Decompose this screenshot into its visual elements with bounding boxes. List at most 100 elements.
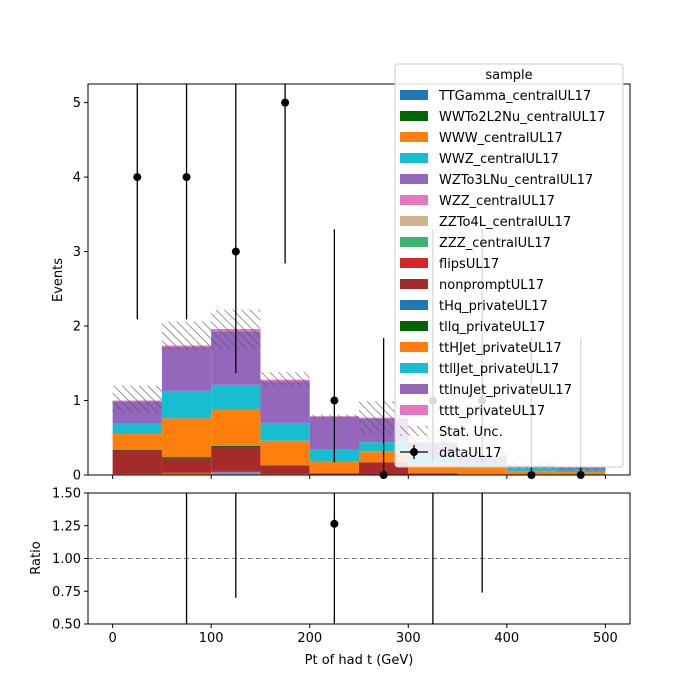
y-tick-label: 2 <box>73 320 81 335</box>
bar-segment <box>211 384 261 410</box>
data-point <box>231 247 240 256</box>
legend-item: WZTo3LNu_centralUL17 <box>400 173 593 188</box>
y-tick-label: 1 <box>73 394 81 409</box>
x-tick-label: 400 <box>494 631 519 646</box>
legend-swatch <box>400 237 428 247</box>
legend-item: WZZ_centralUL17 <box>400 194 555 209</box>
bar-segment <box>309 461 359 474</box>
bar-segment <box>112 434 162 450</box>
bar-segment <box>260 473 310 475</box>
stat-unc-band <box>112 385 162 414</box>
ratio-y-axis-label: Ratio <box>29 541 44 574</box>
y-tick-label: 4 <box>73 171 81 186</box>
legend-swatch <box>400 258 428 268</box>
legend-marker <box>410 448 418 456</box>
legend-label: ZZZ_centralUL17 <box>439 236 551 251</box>
y-tick-label: 3 <box>73 245 81 260</box>
legend-swatch <box>400 132 428 142</box>
bar-segment <box>260 381 310 423</box>
bar-segment <box>260 465 310 467</box>
x-tick-label: 200 <box>297 631 322 646</box>
legend-label: WZZ_centralUL17 <box>439 194 555 209</box>
ratio-plot-panel: 0.50 0.75 1.00 1.25 1.50 0 100 200 300 400 500 Ra… <box>29 487 631 668</box>
legend-label: ttlnuJet_privateUL17 <box>439 383 572 398</box>
data-point <box>133 173 142 182</box>
legend-label: dataUL17 <box>439 446 502 461</box>
legend-item: ttllJet_privateUL17 <box>400 362 559 377</box>
legend-item: ttlnuJet_privateUL17 <box>400 383 572 398</box>
legend-label: ZZTo4L_centralUL17 <box>439 215 571 230</box>
data-point <box>281 98 290 107</box>
ratio-y-tick-label: 1.50 <box>52 487 81 502</box>
main-x-ticks <box>112 475 606 479</box>
stat-unc-band <box>161 321 212 350</box>
data-point <box>182 173 191 182</box>
legend-swatch <box>400 279 428 289</box>
legend-swatch <box>400 321 428 331</box>
legend-item: ZZZ_centralUL17 <box>400 236 551 251</box>
legend-item: TTGamma_centralUL17 <box>400 89 591 104</box>
main-y-axis-label: Events <box>51 258 66 302</box>
ratio-y-tick-label: 0.50 <box>52 618 81 633</box>
legend-swatch <box>400 300 428 310</box>
legend-item: flipsUL17 <box>400 257 499 272</box>
bar-segment <box>112 473 162 475</box>
bar-segment <box>408 463 458 474</box>
legend-label: WWW_centralUL17 <box>439 131 563 146</box>
data-point <box>330 396 339 405</box>
stat-unc-band <box>260 372 310 387</box>
legend-label: ttHJet_privateUL17 <box>439 341 562 356</box>
bar-segment <box>161 472 212 474</box>
legend-swatch <box>400 384 428 394</box>
bar-segment <box>211 409 261 446</box>
legend-swatch <box>400 363 428 373</box>
legend-item: tllq_privateUL17 <box>400 320 545 335</box>
bar-segment <box>211 472 261 475</box>
bar-segment <box>260 422 310 441</box>
stacked-bars <box>112 329 606 475</box>
x-tick-label: 300 <box>396 631 421 646</box>
bar-segment <box>309 473 359 475</box>
x-tick-label: 0 <box>108 631 116 646</box>
bar-segment <box>260 466 310 474</box>
bar-segment <box>211 447 261 471</box>
main-y-ticks: 0 1 2 3 4 5 <box>73 96 88 484</box>
x-axis-label: Pt of had t (GeV) <box>305 653 414 668</box>
ratio-y-ticks: 0.50 0.75 1.00 1.25 1.50 <box>52 487 88 633</box>
legend-swatch <box>400 153 428 163</box>
legend-label: WZTo3LNu_centralUL17 <box>439 173 593 188</box>
ratio-marks <box>88 493 630 624</box>
legend-swatch <box>400 342 428 352</box>
legend-swatch <box>400 90 428 100</box>
legend-label: Stat. Unc. <box>439 425 503 440</box>
bar-segment <box>161 457 212 459</box>
legend-label: flipsUL17 <box>439 257 499 272</box>
legend-items: TTGamma_centralUL17 WWTo2L2Nu_centralUL17… <box>400 89 605 461</box>
bar-segment <box>260 440 310 466</box>
ratio-y-tick-label: 1.00 <box>52 552 81 567</box>
legend-swatch <box>400 111 428 121</box>
legend-item: tttt_privateUL17 <box>400 404 545 419</box>
ratio-point <box>330 519 339 528</box>
legend-item: ttHJet_privateUL17 <box>400 341 562 356</box>
legend-swatch-hatch <box>400 426 428 436</box>
legend-label: nonpromptUL17 <box>439 278 544 293</box>
bar-segment <box>161 458 212 473</box>
legend-label: tllq_privateUL17 <box>439 320 545 335</box>
bar-segment <box>112 423 162 435</box>
ratio-y-tick-label: 0.75 <box>52 585 81 600</box>
y-tick-label: 0 <box>73 469 81 484</box>
legend-item: nonpromptUL17 <box>400 278 544 293</box>
x-tick-label: 500 <box>593 631 618 646</box>
bar-segment <box>161 390 212 419</box>
legend-label: tHq_privateUL17 <box>439 299 548 314</box>
legend-item: tHq_privateUL17 <box>400 299 548 314</box>
legend-item: dataUL17 <box>400 445 502 461</box>
bar-segment <box>211 470 261 473</box>
legend-swatch <box>400 405 428 415</box>
legend-item: WWW_centralUL17 <box>400 131 563 146</box>
x-tick-label: 100 <box>199 631 224 646</box>
legend-swatch <box>400 216 428 226</box>
legend-label: ttllJet_privateUL17 <box>439 362 559 377</box>
bar-segment <box>112 450 162 474</box>
